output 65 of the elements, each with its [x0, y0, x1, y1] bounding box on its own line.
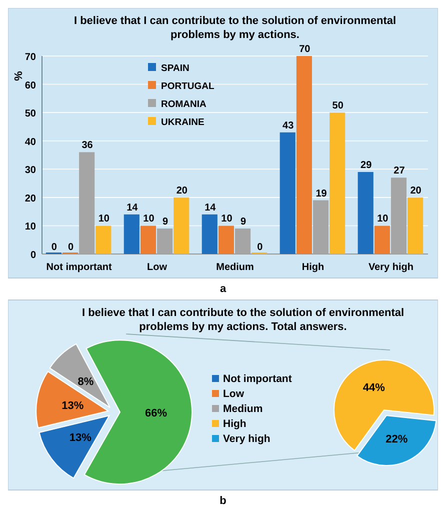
bar [124, 214, 140, 254]
data-label: 13% [69, 432, 92, 444]
bar [140, 226, 156, 254]
legend-label: Low [223, 388, 245, 400]
bar [280, 132, 296, 254]
bar [96, 226, 112, 254]
y-tick-label: 0 [30, 250, 36, 261]
data-label: 36 [82, 140, 94, 152]
y-tick-label: 20 [24, 193, 36, 204]
data-label: 20 [176, 185, 188, 196]
legend-label: PORTUGAL [161, 81, 214, 92]
data-label: 70 [299, 44, 311, 55]
legend-label: High [223, 418, 246, 430]
bar [218, 226, 234, 254]
y-tick-label: 60 [24, 80, 36, 92]
data-label: 14 [126, 202, 138, 214]
data-label: 9 [240, 216, 247, 228]
data-label: 8% [78, 376, 94, 388]
data-label: 0 [68, 242, 74, 253]
data-label: 27 [394, 166, 406, 177]
data-label: 43 [282, 120, 294, 132]
data-label: 22% [386, 433, 408, 446]
text: a [220, 283, 227, 295]
data-label: 10 [143, 214, 155, 225]
data-label: 19 [316, 188, 328, 200]
x-tick-label: Medium [216, 262, 254, 273]
legend-label: Not important [223, 373, 292, 385]
data-label: 20 [410, 185, 422, 196]
data-label: 29 [360, 160, 372, 171]
bar [174, 197, 190, 254]
y-axis-title: % [13, 70, 25, 81]
data-label: 0 [51, 242, 58, 253]
y-tick-label: 30 [24, 165, 36, 176]
y-tick-label: 70 [24, 52, 36, 63]
data-label: 50 [332, 100, 344, 112]
legend-label: Very high [223, 433, 270, 445]
data-label: 0 [257, 242, 264, 253]
bar [330, 112, 346, 254]
x-tick-label: Not important [46, 262, 112, 273]
data-label: 66% [144, 408, 168, 420]
data-label: 10 [221, 214, 233, 225]
bar [408, 197, 424, 254]
bar [296, 56, 312, 254]
data-label: 44% [362, 382, 386, 394]
legend-label: Medium [223, 403, 263, 415]
y-tick-label: 40 [24, 136, 36, 148]
x-tick-label: Low [147, 262, 168, 273]
bar [202, 214, 218, 254]
y-tick-label: 10 [24, 222, 36, 233]
data-label: 14 [204, 202, 216, 214]
x-tick-label: High [302, 262, 324, 273]
legend-label: UKRAINE [161, 117, 204, 128]
data-label: 13% [62, 400, 84, 412]
y-tick-label: 50 [24, 108, 36, 120]
chart-title: I believe that I can contribute to the solution of environmental problems by my actions. Total answers. [82, 307, 404, 333]
data-label: 9 [162, 216, 169, 228]
chart-title: I believe that I can contribute to the solution of environmental problems by my actions. [74, 15, 396, 41]
legend-label: SPAIN [161, 63, 190, 74]
data-label: 10 [98, 214, 110, 225]
legend-label: ROMANIA [161, 99, 207, 110]
x-tick-label: Very high [368, 262, 414, 273]
bar [374, 226, 390, 254]
text: b [220, 495, 227, 507]
data-label: 10 [377, 214, 389, 225]
bar [358, 172, 374, 254]
